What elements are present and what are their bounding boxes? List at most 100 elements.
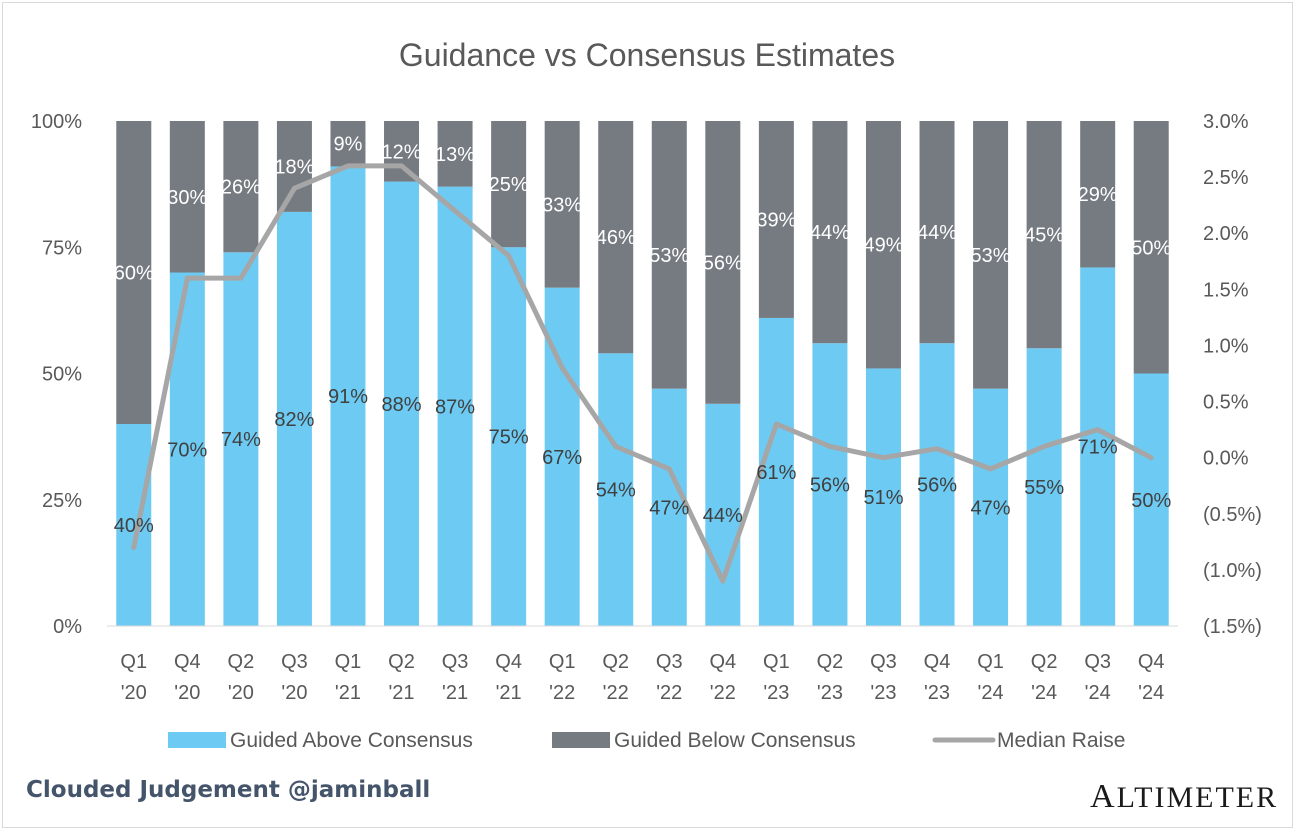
legend-swatch-below bbox=[552, 732, 610, 748]
bar-above-consensus bbox=[812, 343, 848, 626]
x-tick-label-quarter: Q4 bbox=[709, 651, 736, 673]
bar-below-consensus bbox=[276, 121, 312, 212]
altimeter-logo-text: ALTIMETER bbox=[1090, 778, 1279, 815]
bar-above-consensus bbox=[330, 166, 366, 626]
x-tick-label-year: '22 bbox=[549, 682, 575, 704]
x-tick-label-year: '23 bbox=[924, 682, 950, 704]
bar-below-consensus bbox=[919, 121, 955, 344]
right-axis-tick-label: 2.0% bbox=[1203, 223, 1249, 245]
bar-below-consensus bbox=[544, 121, 580, 288]
median-raise-line bbox=[131, 163, 1154, 584]
right-axis-tick-label: (1.0%) bbox=[1203, 560, 1262, 582]
x-tick-label-year: '24 bbox=[1138, 682, 1164, 704]
x-tick-label-quarter: Q3 bbox=[281, 651, 308, 673]
right-axis-tick-label: 1.5% bbox=[1203, 279, 1249, 301]
x-tick-label-year: '21 bbox=[496, 682, 522, 704]
bar-above-consensus bbox=[276, 211, 312, 626]
x-tick-label-year: '24 bbox=[1085, 682, 1111, 704]
bar-below-consensus bbox=[1080, 121, 1116, 268]
bar-below-consensus bbox=[491, 121, 527, 248]
x-tick-label-year: '23 bbox=[870, 682, 896, 704]
label-below-consensus: 13% bbox=[435, 144, 475, 166]
right-axis-tick-label: (0.5%) bbox=[1203, 504, 1262, 526]
x-tick-label-quarter: Q3 bbox=[442, 651, 469, 673]
label-above-consensus: 70% bbox=[167, 439, 207, 461]
chart-title: Guidance vs Consensus Estimates bbox=[399, 37, 895, 73]
label-below-consensus: 29% bbox=[1078, 184, 1118, 206]
bar-above-consensus bbox=[116, 424, 152, 626]
x-tick-label-quarter: Q2 bbox=[388, 651, 415, 673]
left-axis-tick-label: 25% bbox=[42, 490, 82, 512]
label-below-consensus: 49% bbox=[863, 235, 903, 257]
right-axis-tick-label: 2.5% bbox=[1203, 167, 1249, 189]
x-tick-label-quarter: Q1 bbox=[335, 651, 362, 673]
bar-above-consensus bbox=[758, 317, 794, 626]
bar-below-consensus bbox=[1026, 121, 1062, 349]
bar-below-consensus bbox=[169, 121, 205, 273]
attribution: Clouded Judgement @jaminball bbox=[26, 777, 431, 803]
x-tick-label-year: '23 bbox=[763, 682, 789, 704]
x-tick-label-quarter: Q4 bbox=[174, 651, 201, 673]
right-axis-tick-label: 1.0% bbox=[1203, 335, 1249, 357]
right-axis-tick-label: 0.0% bbox=[1203, 448, 1249, 470]
x-tick-label-quarter: Q2 bbox=[817, 651, 844, 673]
label-below-consensus: 45% bbox=[1024, 225, 1064, 247]
label-above-consensus: 56% bbox=[917, 475, 957, 497]
x-tick-label-quarter: Q4 bbox=[495, 651, 522, 673]
bar-above-consensus bbox=[973, 388, 1009, 626]
label-below-consensus: 30% bbox=[167, 187, 207, 209]
altimeter-logo: ALTIMETER bbox=[1090, 778, 1278, 816]
left-axis-tick-label: 100% bbox=[31, 111, 82, 133]
label-above-consensus: 71% bbox=[1078, 437, 1118, 459]
x-tick-label-quarter: Q3 bbox=[1084, 651, 1111, 673]
x-tick-label-year: '21 bbox=[388, 682, 414, 704]
label-below-consensus: 39% bbox=[756, 209, 796, 231]
left-axis: 0% 25% 50% 75% 100% bbox=[31, 111, 82, 638]
label-above-consensus: 87% bbox=[435, 396, 475, 418]
bar-above-consensus bbox=[705, 403, 741, 626]
bar-below-consensus bbox=[1133, 121, 1169, 374]
legend: Guided Above Consensus Guided Below Conse… bbox=[168, 729, 1125, 752]
label-above-consensus: 82% bbox=[274, 409, 314, 431]
x-tick-label-year: '20 bbox=[228, 682, 254, 704]
label-below-consensus: 56% bbox=[703, 252, 743, 274]
x-tick-label-quarter: Q1 bbox=[763, 651, 790, 673]
label-below-consensus: 33% bbox=[542, 194, 582, 216]
label-above-consensus: 74% bbox=[221, 429, 261, 451]
label-below-consensus: 44% bbox=[810, 222, 850, 244]
label-below-consensus: 12% bbox=[382, 141, 422, 163]
x-tick-label-year: '21 bbox=[442, 682, 468, 704]
x-axis: Q1 '20 Q4 '20 Q2 '20 Q3 '20 Q1 '21 Q2 '21 Q3 '21 Q4 '21… bbox=[107, 625, 1178, 704]
label-above-consensus: 44% bbox=[703, 505, 743, 527]
x-tick-label-year: '21 bbox=[335, 682, 361, 704]
x-tick-label-year: '23 bbox=[817, 682, 843, 704]
bar-below-consensus bbox=[705, 121, 741, 404]
x-tick-label-year: '22 bbox=[656, 682, 682, 704]
bars bbox=[116, 121, 1169, 627]
x-tick-label-quarter: Q2 bbox=[602, 651, 629, 673]
bar-below-consensus bbox=[116, 121, 152, 424]
label-above-consensus: 61% bbox=[756, 462, 796, 484]
bar-above-consensus bbox=[865, 368, 901, 626]
legend-swatch-above bbox=[168, 732, 226, 748]
bar-above-consensus bbox=[491, 247, 527, 626]
label-below-consensus: 53% bbox=[971, 245, 1011, 267]
x-tick-label-year: '20 bbox=[174, 682, 200, 704]
bar-below-consensus bbox=[223, 121, 259, 253]
label-above-consensus: 56% bbox=[810, 475, 850, 497]
label-above-consensus: 67% bbox=[542, 447, 582, 469]
median-raise-polyline bbox=[131, 163, 1154, 584]
label-above-consensus: 88% bbox=[382, 394, 422, 416]
label-above-consensus: 50% bbox=[1131, 490, 1171, 512]
legend-label-line: Median Raise bbox=[997, 729, 1125, 752]
label-above-consensus: 47% bbox=[971, 497, 1011, 519]
x-tick-label-year: '22 bbox=[710, 682, 736, 704]
right-axis: (1.5%) (1.0%) (0.5%) 0.0% 0.5% 1.0% 1.5% 2.0% 2.… bbox=[1203, 111, 1262, 638]
right-axis-tick-label: 0.5% bbox=[1203, 392, 1249, 414]
label-below-consensus: 50% bbox=[1131, 237, 1171, 259]
bar-below-consensus bbox=[758, 121, 794, 318]
left-axis-tick-label: 0% bbox=[53, 616, 82, 638]
x-tick-label-quarter: Q1 bbox=[120, 651, 147, 673]
bar-below-consensus bbox=[330, 121, 366, 167]
x-tick-label-quarter: Q4 bbox=[1138, 651, 1165, 673]
